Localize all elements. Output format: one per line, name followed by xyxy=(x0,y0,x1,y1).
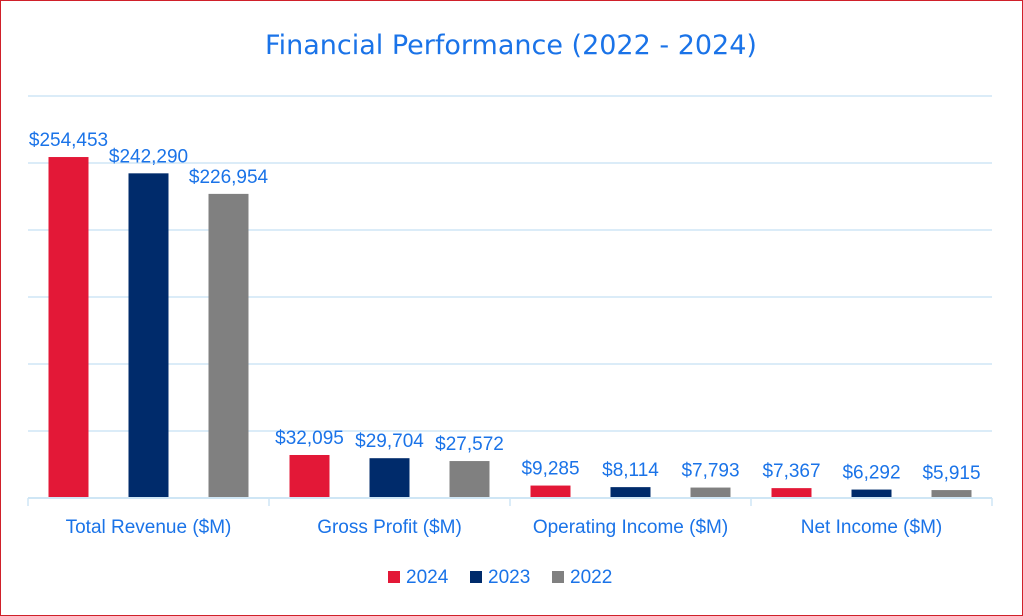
data-label: $27,572 xyxy=(435,434,504,455)
data-labels: $254,453$242,290$226,954 $32,095 $29,704 $2… xyxy=(29,130,981,484)
bar xyxy=(369,458,410,498)
legend-swatch xyxy=(552,571,564,583)
bar xyxy=(530,485,571,498)
bar xyxy=(128,173,169,498)
category-label: Net Income ($M) xyxy=(801,517,942,538)
bar xyxy=(610,487,651,498)
legend: 2024 2023 2022 xyxy=(388,567,612,588)
data-label: $226,954 xyxy=(189,167,269,188)
legend-swatch xyxy=(470,571,482,583)
gridlines xyxy=(28,95,992,432)
bar xyxy=(690,487,731,498)
legend-label: 2023 xyxy=(488,567,530,588)
data-label: $6,292 xyxy=(842,463,900,484)
legend-swatch xyxy=(388,571,400,583)
bar xyxy=(449,461,490,498)
data-label: $9,285 xyxy=(521,459,579,480)
bar xyxy=(48,157,89,499)
chart-title: Financial Performance (2022 - 2024) xyxy=(265,30,757,61)
data-label: $254,453 xyxy=(29,130,108,151)
bar xyxy=(851,489,892,498)
bar xyxy=(771,488,812,498)
data-label: $7,793 xyxy=(681,461,739,482)
legend-label: 2022 xyxy=(570,567,612,588)
data-label: $32,095 xyxy=(275,428,344,449)
bar xyxy=(931,490,972,498)
category-label: Total Revenue ($M) xyxy=(66,517,232,538)
legend-label: 2024 xyxy=(406,567,449,588)
x-axis: Total Revenue ($M) Gross Profit ($M) Opera… xyxy=(27,497,993,538)
data-label: $5,915 xyxy=(922,463,980,484)
data-label: $8,114 xyxy=(602,460,659,481)
category-label: Gross Profit ($M) xyxy=(317,517,462,538)
bars xyxy=(48,157,972,499)
category-label: Operating Income ($M) xyxy=(533,517,728,538)
data-label: $29,704 xyxy=(355,431,424,452)
bar xyxy=(208,193,249,498)
data-label: $7,367 xyxy=(762,461,820,482)
data-label: $242,290 xyxy=(109,146,188,167)
bar xyxy=(289,454,330,498)
